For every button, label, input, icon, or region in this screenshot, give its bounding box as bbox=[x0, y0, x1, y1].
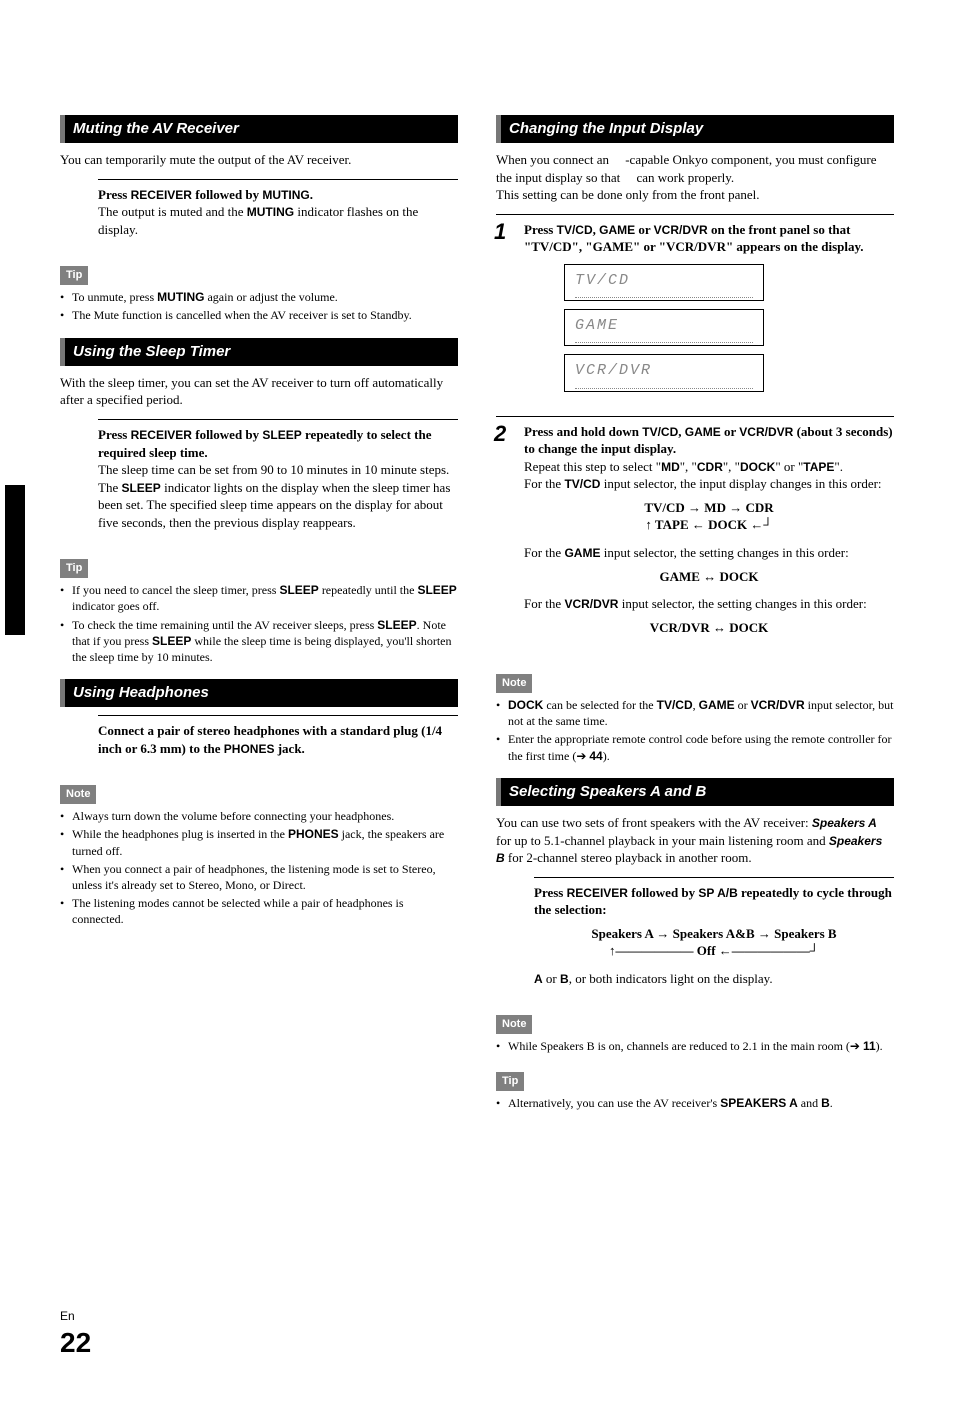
sleep-intro: With the sleep timer, you can set the AV… bbox=[60, 374, 458, 409]
speakers-note-list: While Speakers B is on, channels are red… bbox=[496, 1038, 894, 1054]
speakers-header: Selecting Speakers A and B bbox=[496, 778, 894, 806]
input-step-1: 1 Press TV/CD, GAME or VCR/DVR on the fr… bbox=[496, 214, 894, 410]
headphones-note-item: When you connect a pair of headphones, t… bbox=[60, 861, 458, 893]
input-note-item: Enter the appropriate remote control cod… bbox=[496, 731, 894, 763]
headphones-note-label: Note bbox=[60, 785, 96, 804]
display-line: TV/CD bbox=[575, 271, 753, 298]
headphones-header: Using Headphones bbox=[60, 679, 458, 707]
page-lang: En bbox=[60, 1308, 458, 1324]
input-step2-body4: For the VCR/DVR input selector, the sett… bbox=[524, 595, 894, 613]
step-number-2: 2 bbox=[494, 419, 506, 449]
speakers-step-title: Press RECEIVER followed by SP A/B repeat… bbox=[534, 884, 894, 919]
order-tvcd: TV/CD → MD → CDR ↑ TAPE ← DOCK ←┘ bbox=[524, 499, 894, 534]
input-step2-body3: For the GAME input selector, the setting… bbox=[524, 544, 894, 562]
order-line: ↑ TAPE ← DOCK ←┘ bbox=[524, 516, 894, 534]
muting-step-body: The output is muted and the MUTING indic… bbox=[98, 203, 458, 238]
order-speakers: Speakers A → Speakers A&B → Speakers B ↑… bbox=[534, 925, 894, 960]
input-intro: When you connect an -capable Onkyo compo… bbox=[496, 151, 894, 204]
input-step2-body2: For the TV/CD input selector, the input … bbox=[524, 475, 894, 493]
speakers-tip-item: Alternatively, you can use the AV receiv… bbox=[496, 1095, 894, 1111]
sleep-tip-item: To check the time remaining until the AV… bbox=[60, 617, 458, 666]
sleep-step: Press RECEIVER followed by SLEEP repeate… bbox=[98, 419, 458, 541]
sleep-tip-list: If you need to cancel the sleep timer, p… bbox=[60, 582, 458, 665]
speakers-intro: You can use two sets of front speakers w… bbox=[496, 814, 894, 867]
page-number: 22 bbox=[60, 1324, 458, 1362]
muting-intro: You can temporarily mute the output of t… bbox=[60, 151, 458, 169]
speakers-tip-list: Alternatively, you can use the AV receiv… bbox=[496, 1095, 894, 1111]
right-column: Changing the Input Display When you conn… bbox=[496, 115, 894, 1362]
input-note-label: Note bbox=[496, 674, 532, 693]
order-game: GAME ↔ DOCK bbox=[524, 568, 894, 586]
headphones-note-list: Always turn down the volume before conne… bbox=[60, 808, 458, 927]
input-header: Changing the Input Display bbox=[496, 115, 894, 143]
display-line: VCR/DVR bbox=[575, 361, 753, 388]
page-number-block: En 22 bbox=[60, 1308, 458, 1362]
page-columns: Muting the AV Receiver You can temporari… bbox=[60, 115, 894, 1362]
speakers-tip-label: Tip bbox=[496, 1072, 524, 1091]
display-box: TV/CD bbox=[564, 264, 764, 301]
sleep-tip-label: Tip bbox=[60, 559, 88, 578]
muting-step: Press RECEIVER followed by MUTING. The o… bbox=[98, 179, 458, 249]
display-line: GAME bbox=[575, 316, 753, 343]
muting-step-title: Press RECEIVER followed by MUTING. bbox=[98, 186, 458, 204]
muting-header: Muting the AV Receiver bbox=[60, 115, 458, 143]
muting-tip-label: Tip bbox=[60, 266, 88, 285]
input-note-list: DOCK can be selected for the TV/CD, GAME… bbox=[496, 697, 894, 764]
speakers-note-label: Note bbox=[496, 1015, 532, 1034]
muting-tip-item: The Mute function is cancelled when the … bbox=[60, 307, 458, 323]
input-step2-body1: Repeat this step to select "MD", "CDR", … bbox=[524, 458, 894, 476]
speakers-step: Press RECEIVER followed by SP A/B repeat… bbox=[534, 877, 894, 998]
order-line: TV/CD → MD → CDR bbox=[524, 499, 894, 517]
sleep-step-title: Press RECEIVER followed by SLEEP repeate… bbox=[98, 426, 458, 461]
headphones-step-title: Connect a pair of stereo headphones with… bbox=[98, 722, 458, 757]
sleep-header: Using the Sleep Timer bbox=[60, 338, 458, 366]
muting-tip-list: To unmute, press MUTING again or adjust … bbox=[60, 289, 458, 323]
headphones-note-item: The listening modes cannot be selected w… bbox=[60, 895, 458, 927]
display-box: VCR/DVR bbox=[564, 354, 764, 391]
order-line: Speakers A → Speakers A&B → Speakers B bbox=[534, 925, 894, 943]
input-step-2: 2 Press and hold down TV/CD, GAME or VCR… bbox=[496, 416, 894, 656]
headphones-note-item: While the headphones plug is inserted in… bbox=[60, 826, 458, 858]
display-box: GAME bbox=[564, 309, 764, 346]
headphones-step: Connect a pair of stereo headphones with… bbox=[98, 715, 458, 767]
input-step1-title: Press TV/CD, GAME or VCR/DVR on the fron… bbox=[524, 221, 894, 256]
headphones-note-item: Always turn down the volume before conne… bbox=[60, 808, 458, 824]
input-step2-title: Press and hold down TV/CD, GAME or VCR/D… bbox=[524, 423, 894, 458]
left-column: Muting the AV Receiver You can temporari… bbox=[60, 115, 458, 1362]
input-note-item: DOCK can be selected for the TV/CD, GAME… bbox=[496, 697, 894, 729]
muting-tip-item: To unmute, press MUTING again or adjust … bbox=[60, 289, 458, 305]
side-tab bbox=[5, 485, 25, 635]
speakers-note-item: While Speakers B is on, channels are red… bbox=[496, 1038, 894, 1054]
speakers-step-body: A or B, or both indicators light on the … bbox=[534, 970, 894, 988]
order-line: ↑―――――― Off ←――――――┘ bbox=[534, 942, 894, 960]
sleep-step-body: The sleep time can be set from 90 to 10 … bbox=[98, 461, 458, 531]
step-number-1: 1 bbox=[494, 217, 506, 247]
order-vcrdvr: VCR/DVR ↔ DOCK bbox=[524, 619, 894, 637]
sleep-tip-item: If you need to cancel the sleep timer, p… bbox=[60, 582, 458, 614]
